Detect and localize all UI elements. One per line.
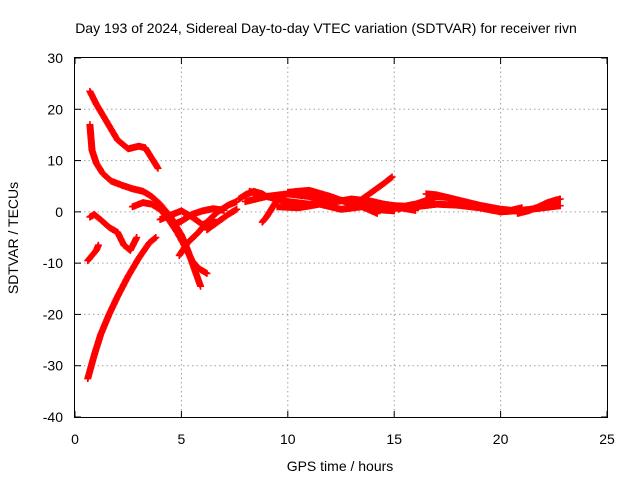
x-axis-tick-labels: 0 5 10 15 20 25 bbox=[71, 431, 615, 447]
series-arc-13 bbox=[203, 205, 241, 234]
y-tick-label: -20 bbox=[43, 306, 63, 322]
x-tick-label: 0 bbox=[71, 431, 79, 447]
series-arc-1 bbox=[86, 87, 162, 172]
series-markers bbox=[114, 228, 141, 254]
x-tick-label: 10 bbox=[280, 431, 296, 447]
series-arc-20 bbox=[514, 195, 564, 217]
x-axis-label: GPS time / hours bbox=[287, 458, 394, 474]
y-tick-label: -10 bbox=[43, 255, 63, 271]
series-arc-21 bbox=[394, 192, 483, 213]
y-tick-label: 30 bbox=[47, 50, 63, 66]
series-markers bbox=[84, 241, 102, 265]
series-markers bbox=[394, 192, 483, 213]
y-tick-label: 10 bbox=[47, 153, 63, 169]
series-markers bbox=[86, 87, 162, 172]
y-tick-label: 20 bbox=[47, 101, 63, 117]
chart-title: Day 193 of 2024, Sidereal Day-to-day VTE… bbox=[75, 20, 577, 36]
series-arc-3 bbox=[84, 234, 160, 383]
series-arc-18 bbox=[348, 173, 396, 211]
series-arc-10 bbox=[156, 207, 217, 229]
series-markers bbox=[156, 207, 217, 229]
y-axis-tick-labels: 30 20 10 0 -10 -20 -30 -40 bbox=[43, 50, 63, 425]
data-points bbox=[84, 87, 564, 383]
axis-ticks bbox=[74, 57, 608, 418]
series-markers bbox=[273, 200, 381, 217]
series-arc-5 bbox=[86, 210, 122, 236]
x-tick-label: 15 bbox=[386, 431, 402, 447]
series-markers bbox=[514, 195, 564, 217]
series-arc-4 bbox=[84, 241, 102, 265]
series-markers bbox=[203, 205, 241, 234]
y-tick-label: -40 bbox=[43, 409, 63, 425]
y-tick-label: 0 bbox=[55, 204, 63, 220]
x-tick-label: 5 bbox=[178, 431, 186, 447]
series-arc-17 bbox=[273, 200, 381, 217]
series-arc-6 bbox=[114, 228, 141, 254]
series-markers bbox=[86, 210, 122, 236]
y-axis-label: SDTVAR / TECUs bbox=[5, 182, 21, 294]
series-markers bbox=[348, 173, 396, 211]
series-markers bbox=[84, 234, 160, 383]
x-tick-label: 25 bbox=[599, 431, 615, 447]
y-tick-label: -30 bbox=[43, 358, 63, 374]
plot-frame bbox=[74, 57, 608, 418]
x-tick-label: 20 bbox=[493, 431, 509, 447]
